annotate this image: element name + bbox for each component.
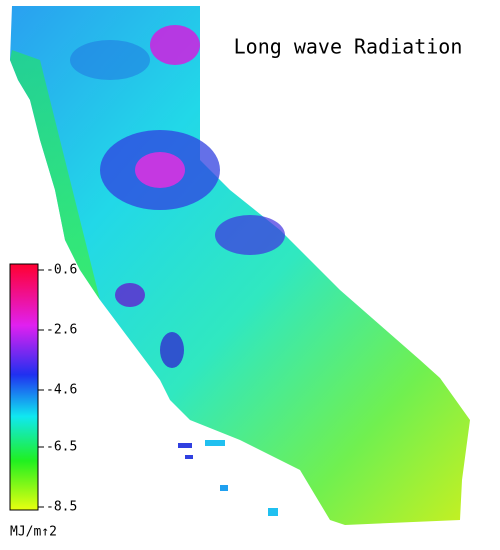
island <box>178 443 192 448</box>
colorbar <box>9 263 39 511</box>
blue-region <box>160 332 184 368</box>
colorbar-label: MJ/m↑2 <box>10 525 57 540</box>
island <box>220 485 228 491</box>
magenta-region <box>150 25 200 65</box>
magenta-region <box>135 152 185 188</box>
colorbar-tick-label: -4.6 <box>46 383 77 398</box>
colorbar-tick-label: -8.5 <box>46 500 77 515</box>
map-title: Long wave Radiation <box>234 35 463 59</box>
island <box>268 508 278 516</box>
island <box>185 455 193 459</box>
colorbar-tick-label: -0.6 <box>46 263 77 278</box>
blue-region <box>115 283 145 307</box>
colorbar-tick-label: -2.6 <box>46 323 77 338</box>
blue-region <box>215 215 285 255</box>
colorbar-tick-label: -6.5 <box>46 440 77 455</box>
land <box>10 6 470 525</box>
coastal-strip <box>10 50 100 300</box>
california <box>10 6 470 525</box>
blue-region <box>70 40 150 80</box>
island <box>205 440 225 446</box>
